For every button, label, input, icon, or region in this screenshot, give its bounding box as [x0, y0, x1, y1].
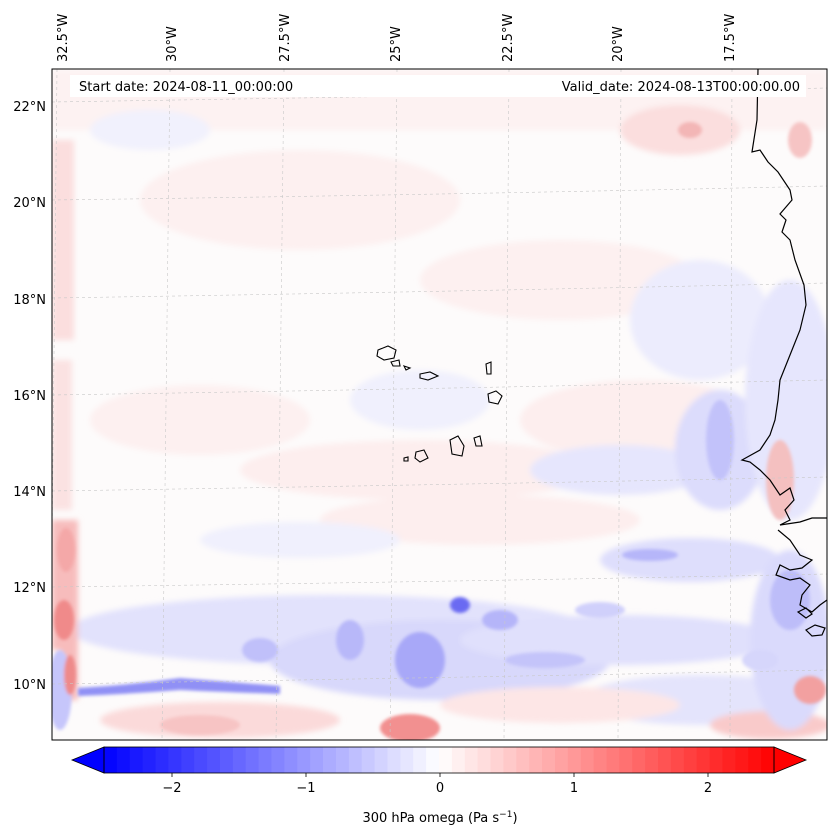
colorbar-left-extend-arrow: [70, 746, 105, 774]
lon-label-22-5w: 22.5°W: [501, 14, 516, 62]
colorbar-cell: [116, 747, 131, 773]
colorbar-cell: [761, 747, 775, 773]
colorbar-cell: [361, 747, 376, 773]
lon-label-25w: 25°W: [389, 26, 404, 62]
lat-label-22n: 22°N: [13, 100, 46, 115]
colorbar-cell: [245, 747, 260, 773]
colorbar-gradient: [104, 747, 775, 773]
colorbar-cell: [219, 747, 234, 773]
colorbar-cell: [168, 747, 182, 773]
colorbar-cell: [645, 747, 659, 773]
lon-label-27-5w: 27.5°W: [278, 14, 293, 62]
colorbar: −2 −1 0 1 2 300 hPa omega (Pa s−1): [70, 746, 808, 826]
colorbar-cell: [297, 747, 311, 773]
lon-label-20w: 20°W: [611, 26, 626, 62]
lat-label-18n: 18°N: [13, 293, 46, 308]
lat-label-20n: 20°N: [13, 196, 46, 211]
map-frame: [51, 68, 828, 741]
colorbar-cell: [670, 747, 685, 773]
valid-date-text: Valid_date: 2024-08-13T00:00:00.00: [562, 80, 800, 95]
colorbar-cell: [516, 747, 530, 773]
colorbar-cell: [696, 747, 711, 773]
coastlines: [740, 69, 827, 637]
colorbar-cell: [387, 747, 401, 773]
colorbar-cell: [323, 747, 337, 773]
colorbar-right-extend-arrow: [773, 746, 808, 774]
colorbar-cell: [529, 747, 543, 773]
lon-label-30w: 30°W: [165, 26, 180, 62]
start-date-text: Start date: 2024-08-11_00:00:00: [79, 80, 293, 95]
colorbar-cell: [658, 747, 672, 773]
cape-verde-islands: [376, 345, 503, 463]
colorbar-cell: [374, 747, 389, 773]
colorbar-tick-minus2: −2: [162, 781, 181, 796]
colorbar-cell: [348, 747, 363, 773]
lat-label-14n: 14°N: [13, 485, 46, 500]
colorbar-cell: [632, 747, 646, 773]
colorbar-cell: [593, 747, 608, 773]
colorbar-cell: [542, 747, 556, 773]
colorbar-cell: [735, 747, 749, 773]
lat-label-10n: 10°N: [13, 678, 46, 693]
colorbar-cell: [451, 747, 466, 773]
colorbar-cell: [567, 747, 582, 773]
colorbar-cell: [439, 747, 453, 773]
colorbar-cell: [477, 747, 492, 773]
colorbar-tick-minus1: −1: [296, 781, 315, 796]
colorbar-cell: [271, 747, 285, 773]
colorbar-cell: [464, 747, 479, 773]
colorbar-cell: [129, 747, 144, 773]
lon-label-32-5w: 32.5°W: [56, 14, 71, 62]
colorbar-cell: [490, 747, 505, 773]
colorbar-cell: [335, 747, 350, 773]
africa-coastline: [740, 69, 827, 526]
colorbar-cell: [104, 747, 118, 773]
lon-label-17-5w: 17.5°W: [723, 14, 738, 62]
header-strip: [70, 75, 806, 97]
colorbar-cell: [232, 747, 247, 773]
colorbar-cell: [709, 747, 724, 773]
lat-label-12n: 12°N: [13, 581, 46, 596]
colorbar-cell: [207, 747, 221, 773]
colorbar-cell: [284, 747, 298, 773]
colorbar-cell: [554, 747, 569, 773]
colorbar-cell: [580, 747, 595, 773]
colorbar-cell: [606, 747, 620, 773]
colorbar-cell: [194, 747, 208, 773]
colorbar-tick-1: 1: [570, 781, 578, 796]
colorbar-tick-0: 0: [436, 781, 444, 796]
colorbar-cell: [748, 747, 762, 773]
graticule: [52, 69, 827, 740]
colorbar-cell: [413, 747, 427, 773]
latitude-labels: 22°N 20°N 18°N 16°N 14°N 12°N 10°N: [13, 100, 46, 693]
colorbar-cell: [310, 747, 324, 773]
colorbar-cell: [258, 747, 273, 773]
colorbar-ticks: [171, 773, 709, 777]
colorbar-cell: [683, 747, 698, 773]
colorbar-cell: [503, 747, 517, 773]
colorbar-cell: [142, 747, 157, 773]
lat-label-16n: 16°N: [13, 389, 46, 404]
colorbar-cell: [619, 747, 633, 773]
longitude-labels: 32.5°W 30°W 27.5°W 25°W 22.5°W 20°W 17.5…: [56, 14, 738, 62]
colorbar-tick-2: 2: [704, 781, 712, 796]
colorbar-cell: [400, 747, 414, 773]
colorbar-title: 300 hPa omega (Pa s−1): [362, 810, 517, 826]
colorbar-outline: [103, 746, 775, 774]
colorbar-cell: [722, 747, 736, 773]
colorbar-cell: [426, 747, 440, 773]
colorbar-cell: [181, 747, 195, 773]
colorbar-cell: [155, 747, 170, 773]
